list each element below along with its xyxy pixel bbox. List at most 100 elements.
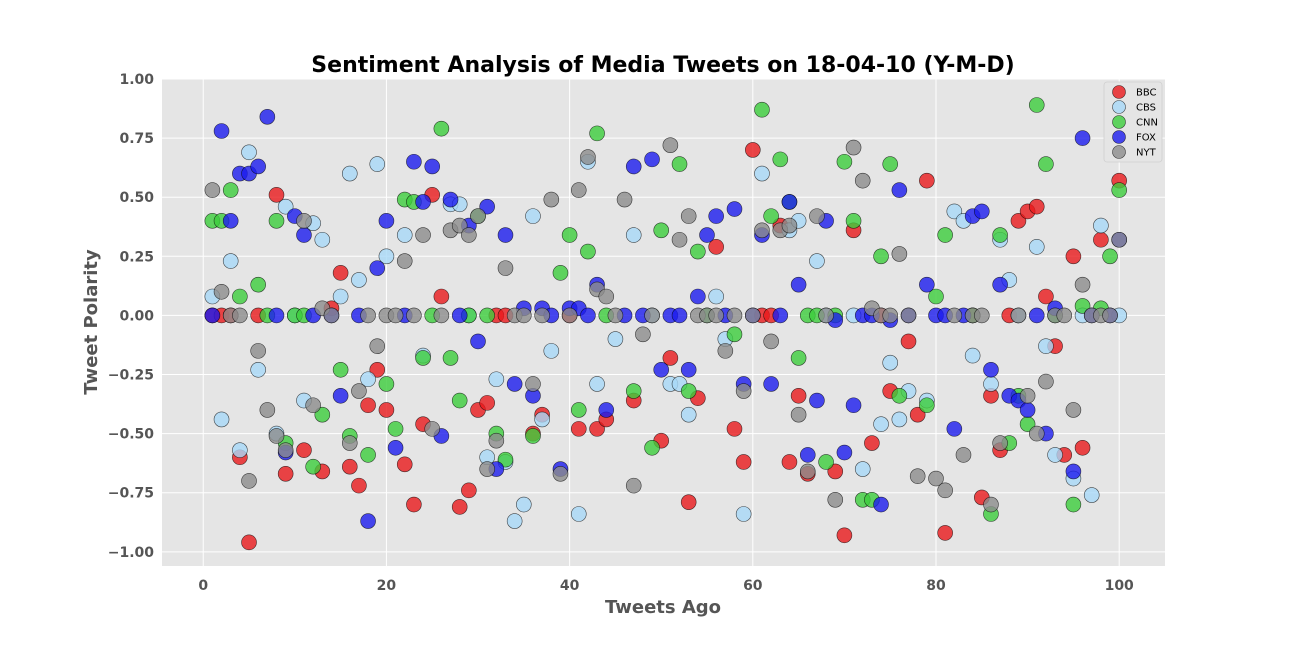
data-point-cnn — [570, 402, 587, 418]
scatter-points — [204, 97, 1128, 551]
data-point-nyt — [827, 492, 844, 508]
data-point-bbc — [735, 454, 752, 470]
data-point-nyt — [891, 246, 908, 262]
data-point-nyt — [763, 333, 779, 350]
data-point-nyt — [250, 343, 266, 359]
data-point-cnn — [836, 153, 853, 170]
data-point-cnn — [332, 361, 349, 378]
data-point-cnn — [1111, 182, 1128, 198]
data-point-bbc — [351, 477, 367, 494]
data-point-fox — [424, 158, 441, 175]
data-point-bbc — [745, 142, 761, 158]
legend-label-nyt: NYT — [1136, 148, 1157, 159]
data-point-cnn — [387, 421, 404, 437]
y-axis-label: Tweet Polarity — [81, 249, 102, 395]
data-point-fox — [387, 439, 404, 456]
data-point-fox — [506, 376, 523, 392]
legend-marker-nyt — [1112, 145, 1126, 159]
data-point-nyt — [616, 191, 633, 208]
data-point-nyt — [204, 182, 221, 198]
data-point-fox — [360, 513, 376, 529]
data-point-cbs — [396, 227, 413, 243]
data-point-cbs — [946, 203, 963, 220]
x-tick-label: 0 — [198, 578, 208, 594]
data-point-bbc — [937, 525, 953, 541]
data-point-cnn — [378, 376, 395, 392]
y-tick-label: 0.00 — [119, 308, 154, 324]
data-point-nyt — [433, 307, 450, 324]
data-point-nyt — [232, 307, 248, 324]
data-point-fox — [790, 276, 807, 293]
data-point-cnn — [1102, 248, 1118, 265]
data-point-nyt — [341, 435, 358, 451]
data-point-bbc — [433, 288, 450, 305]
data-point-cnn — [625, 383, 642, 399]
data-point-fox — [598, 402, 615, 418]
data-point-nyt — [497, 260, 514, 276]
data-point-cbs — [809, 253, 825, 269]
data-point-cbs — [369, 156, 386, 172]
data-point-cnn — [552, 265, 569, 281]
data-point-cbs — [1093, 217, 1109, 234]
data-point-bbc — [406, 496, 422, 513]
data-point-nyt — [717, 343, 734, 359]
data-point-nyt — [781, 217, 798, 234]
data-point-fox — [836, 444, 853, 461]
data-point-cbs — [891, 411, 908, 428]
data-point-bbc — [781, 454, 798, 470]
data-point-nyt — [1038, 373, 1054, 390]
data-point-nyt — [854, 172, 871, 189]
data-point-fox — [213, 123, 230, 139]
data-point-nyt — [882, 307, 899, 324]
data-point-cnn — [442, 350, 459, 366]
data-point-nyt — [369, 338, 386, 354]
data-point-cbs — [241, 144, 257, 161]
data-point-fox — [415, 194, 431, 210]
data-point-nyt — [992, 435, 1008, 451]
data-point-cbs — [854, 461, 871, 477]
y-tick-label: −0.75 — [108, 486, 154, 502]
data-point-fox — [680, 361, 697, 378]
data-point-cbs — [378, 248, 395, 265]
data-point-fox — [690, 288, 706, 305]
data-point-nyt — [635, 326, 651, 343]
data-point-fox — [369, 260, 386, 276]
data-point-cbs — [360, 371, 376, 388]
data-point-fox — [992, 276, 1008, 293]
y-tick-label: 0.25 — [119, 249, 154, 265]
data-point-bbc — [919, 172, 935, 189]
data-point-cbs — [873, 416, 889, 432]
axis-ticks: 0 20 40 60 80 100 1.00 0.75 0.50 0.25 0.00 −0.25 −0.… — [108, 72, 1134, 594]
data-point-cbs — [735, 506, 752, 522]
data-point-cnn — [919, 397, 935, 414]
data-point-nyt — [543, 191, 560, 208]
data-point-fox — [974, 203, 990, 220]
data-point-cbs — [983, 376, 999, 392]
data-point-fox — [653, 361, 670, 378]
data-point-cnn — [580, 243, 596, 260]
data-point-fox — [406, 153, 422, 170]
y-tick-label: −0.50 — [108, 427, 155, 443]
legend-marker-fox — [1112, 130, 1126, 144]
data-point-cbs — [232, 442, 248, 458]
data-point-cbs — [516, 496, 532, 513]
data-point-nyt — [479, 461, 495, 477]
data-point-fox — [726, 201, 743, 217]
data-point-cnn — [882, 156, 899, 172]
data-point-fox — [625, 158, 642, 175]
data-point-nyt — [900, 307, 917, 324]
data-point-fox — [451, 307, 468, 324]
y-tick-label: 0.75 — [119, 131, 154, 147]
data-point-nyt — [415, 227, 431, 243]
data-point-nyt — [1028, 425, 1045, 442]
data-point-nyt — [323, 307, 340, 324]
data-point-cnn — [1028, 97, 1045, 113]
data-point-nyt — [955, 447, 972, 463]
data-point-cbs — [332, 288, 349, 305]
legend-label-cbs: CBS — [1136, 103, 1156, 114]
data-point-cnn — [754, 101, 770, 118]
data-point-fox — [332, 387, 349, 404]
data-point-bbc — [864, 435, 880, 451]
data-point-cnn — [763, 208, 779, 224]
